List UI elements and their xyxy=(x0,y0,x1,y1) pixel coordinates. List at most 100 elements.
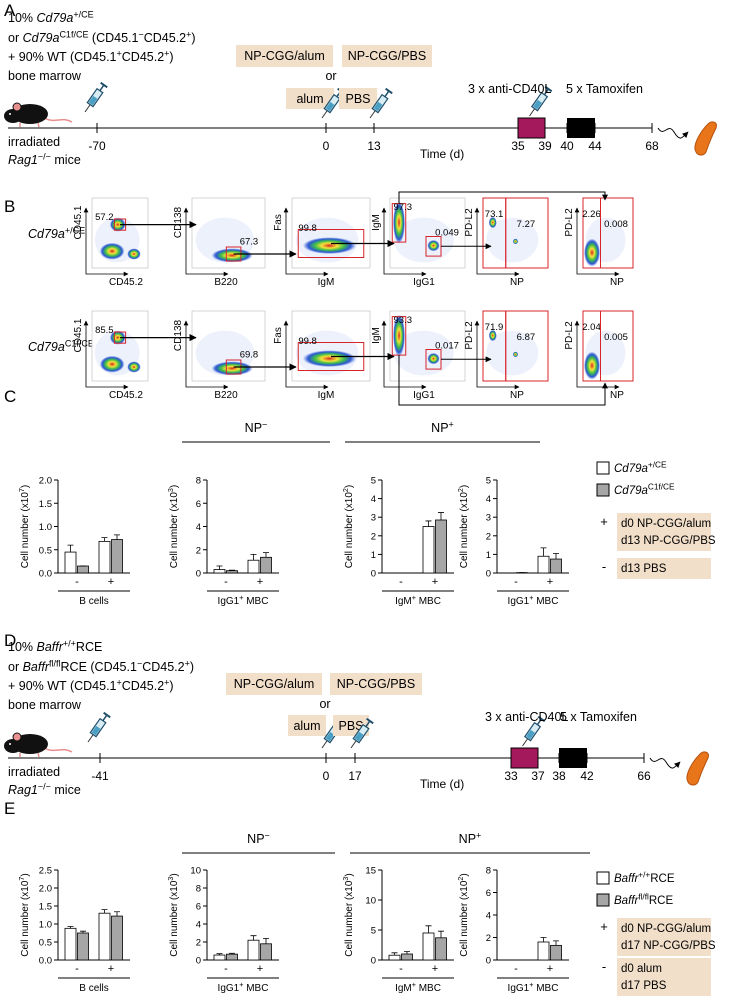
y-tick-label: 1.0 xyxy=(39,522,52,533)
plot-axes xyxy=(381,320,427,390)
immunization-text: NP-CGG/alum xyxy=(244,49,325,63)
y-tick-label: 8 xyxy=(196,476,201,487)
plunger-cap xyxy=(103,711,111,719)
text-segment: Cd79a xyxy=(23,31,60,45)
group-label: - xyxy=(224,963,228,975)
text-segment: − xyxy=(137,658,142,668)
group-label: + xyxy=(257,963,263,975)
error-bar xyxy=(101,537,108,542)
cell-density xyxy=(584,351,600,380)
y-axis-label: PD-L2 xyxy=(464,321,475,350)
plot-axes xyxy=(381,207,427,277)
group-header: NP+ xyxy=(431,419,454,435)
legend-label: Cd79aC1f/CE xyxy=(614,483,675,497)
plunger-cap xyxy=(544,85,553,93)
group-header: NP+ xyxy=(459,830,482,846)
text-segment: MBC xyxy=(416,596,441,607)
fluid xyxy=(91,725,101,736)
text-segment: IgG1 xyxy=(218,596,240,607)
mouse-tail xyxy=(43,747,73,753)
gate-frequency: 6.87 xyxy=(517,332,536,343)
gate-frequency: 0.017 xyxy=(435,340,459,351)
y-axis-label: PD-L2 xyxy=(464,208,475,237)
treatment-line: d0 NP-CGG/alum xyxy=(621,518,711,530)
group-label: + xyxy=(108,963,114,975)
gate-frequency: 0.005 xyxy=(604,332,628,343)
bar xyxy=(111,915,123,961)
bar xyxy=(226,570,238,574)
bar xyxy=(537,941,550,961)
bar xyxy=(64,927,77,961)
treatment-line: d13 PBS xyxy=(621,563,667,575)
bar xyxy=(435,937,447,961)
cell-density xyxy=(127,248,141,260)
immunization-text: PBS xyxy=(338,719,363,733)
text-segment: +/CE xyxy=(73,9,93,19)
y-tick-label: 2.0 xyxy=(39,884,52,895)
y-tick-label: 1 xyxy=(371,550,376,561)
mouse-icon xyxy=(4,102,73,128)
treatment-sign: - xyxy=(602,559,606,574)
text-segment: mice xyxy=(51,153,81,167)
treatment-box xyxy=(617,918,711,956)
gate-frequency: 93.3 xyxy=(394,315,413,326)
y-axis-label: Cell number (x103) xyxy=(341,873,355,957)
y-axis-label: Fas xyxy=(273,214,284,231)
fluid xyxy=(88,95,98,106)
x-axis-label: IgM xyxy=(318,390,335,401)
text-segment: + xyxy=(117,677,122,687)
cell-density xyxy=(427,240,440,252)
time-label: Time (d) xyxy=(420,777,464,791)
text-segment: Cell number (x10 xyxy=(169,492,180,569)
syringe-icon xyxy=(369,87,393,119)
text-segment: + xyxy=(164,48,169,58)
y-tick-label: 10 xyxy=(365,896,376,907)
fluid xyxy=(533,99,542,110)
text-segment: bone marrow xyxy=(8,69,82,83)
y-tick-label: 2 xyxy=(196,938,201,949)
treatment-text: 3 x anti-CD40L xyxy=(468,82,551,96)
text-segment: MBC xyxy=(533,983,558,994)
text-segment: Cell number (x10 xyxy=(20,880,31,957)
donor-text: + 90% WT (CD45.1+CD45.2+) xyxy=(8,48,174,64)
plot-axes xyxy=(83,320,129,390)
text-segment: Cell number (x10 xyxy=(344,492,355,569)
legend-label: Cd79a+/CE xyxy=(614,461,667,475)
plunger-cap xyxy=(100,81,108,89)
text-segment: ) xyxy=(169,873,180,876)
recipient-text: irradiated xyxy=(8,135,60,149)
error-bar xyxy=(101,909,108,914)
cell-density xyxy=(99,242,125,260)
text-segment: (CD45.1 xyxy=(88,31,138,45)
error-bar xyxy=(553,553,559,560)
y-tick-label: 0 xyxy=(196,956,201,967)
gate-frequency: 97.3 xyxy=(394,202,413,213)
treatment-text: 3 x anti-CD40L xyxy=(485,710,568,724)
plunger xyxy=(102,714,108,722)
y-tick-label: 2 xyxy=(486,933,491,944)
text-segment: 7 xyxy=(17,877,26,881)
y-tick-label: 6 xyxy=(196,902,201,913)
timeline-day: 35 xyxy=(511,139,525,153)
text-segment: irradiated xyxy=(8,765,60,779)
bar xyxy=(98,540,111,574)
text-segment: ) xyxy=(344,873,355,876)
mouse-tail xyxy=(43,117,73,123)
treatment-sign: - xyxy=(602,959,606,974)
plot-axes xyxy=(474,320,520,390)
treatment-line: d0 NP-CGG/alum xyxy=(621,923,711,935)
text-segment: ) xyxy=(20,485,31,488)
timeline-day: 66 xyxy=(637,769,651,783)
text-segment: CD45.2 xyxy=(122,50,164,64)
treatment-text: 5 x Tamoxifen xyxy=(560,710,637,724)
y-axis-label: CD138 xyxy=(173,207,184,239)
panel-label: C xyxy=(4,387,16,406)
gate-frequency: 99.8 xyxy=(298,336,317,347)
y-axis-label: PD-L2 xyxy=(564,321,575,350)
plot-axes xyxy=(283,207,329,277)
cell-density xyxy=(512,351,519,358)
needle xyxy=(529,108,536,117)
text-segment: MBC xyxy=(533,596,558,607)
y-tick-label: 3 xyxy=(486,513,491,524)
